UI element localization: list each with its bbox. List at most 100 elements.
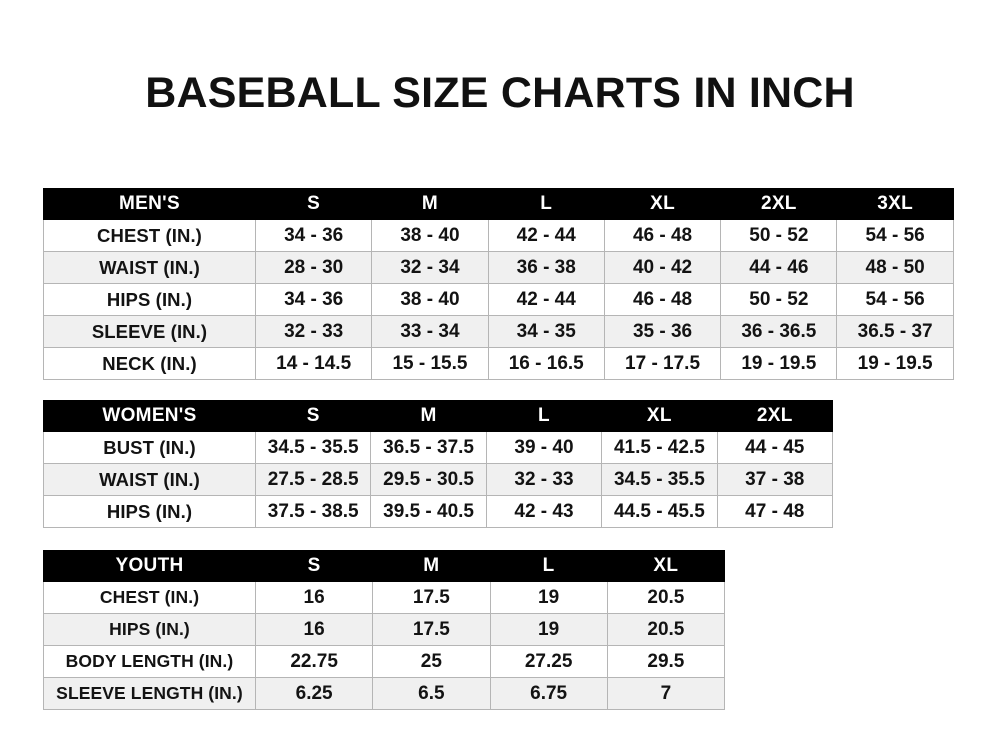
mens-size-header-2xl: 2XL: [720, 188, 838, 220]
youth-category-header: YOUTH: [43, 550, 256, 582]
mens-size-header-m: M: [371, 188, 489, 220]
youth-size-header-s: S: [254, 550, 374, 582]
youth-size-table: YOUTH S M L XL CHEST (IN.) 16 17.5 19 20.5 HIPS (I…: [43, 550, 726, 710]
table-row: CHEST (IN.) 16 17.5 19 20.5: [43, 581, 726, 614]
youth-measurement-cell: 17.5: [372, 613, 491, 646]
mens-size-header-xl: XL: [603, 188, 722, 220]
mens-measurement-cell: 34 - 36: [254, 219, 373, 252]
table-row: HIPS (IN.) 16 17.5 19 20.5: [43, 613, 726, 646]
youth-measurement-cell: 27.25: [489, 645, 608, 678]
mens-measurement-cell: 32 - 34: [371, 251, 489, 284]
womens-measurement-cell: 44 - 45: [716, 431, 833, 464]
mens-measurement-cell: 54 - 56: [836, 219, 954, 252]
womens-row-label: HIPS (IN.): [43, 495, 256, 528]
womens-measurement-cell: 32 - 33: [485, 463, 603, 496]
mens-measurement-cell: 35 - 36: [603, 315, 722, 348]
table-row: CHEST (IN.) 34 - 36 38 - 40 42 - 44 46 - 48 5…: [43, 219, 954, 252]
youth-measurement-cell: 20.5: [606, 581, 726, 614]
mens-measurement-cell: 42 - 44: [487, 219, 605, 252]
womens-measurement-cell: 27.5 - 28.5: [254, 463, 372, 496]
youth-size-header-m: M: [372, 550, 491, 582]
mens-measurement-cell: 15 - 15.5: [371, 347, 489, 380]
table-row: NECK (IN.) 14 - 14.5 15 - 15.5 16 - 16.5 17 …: [43, 347, 954, 380]
mens-measurement-cell: 16 - 16.5: [487, 347, 605, 380]
mens-measurement-cell: 34 - 35: [487, 315, 605, 348]
womens-size-header-2xl: 2XL: [716, 400, 833, 432]
womens-measurement-cell: 44.5 - 45.5: [601, 495, 718, 528]
womens-row-label: BUST (IN.): [43, 431, 256, 464]
womens-measurement-cell: 29.5 - 30.5: [370, 463, 487, 496]
mens-measurement-cell: 36 - 36.5: [720, 315, 838, 348]
womens-size-header-m: M: [370, 400, 487, 432]
womens-header-row: WOMEN'S S M L XL 2XL: [43, 400, 833, 432]
womens-size-header-s: S: [254, 400, 372, 432]
mens-measurement-cell: 14 - 14.5: [254, 347, 373, 380]
womens-row-label: WAIST (IN.): [43, 463, 256, 496]
youth-measurement-cell: 16: [254, 581, 374, 614]
mens-measurement-cell: 54 - 56: [836, 283, 954, 316]
mens-measurement-cell: 38 - 40: [371, 283, 489, 316]
womens-measurement-cell: 37.5 - 38.5: [254, 495, 372, 528]
youth-row-label: CHEST (IN.): [43, 581, 256, 614]
youth-measurement-cell: 7: [606, 677, 726, 710]
youth-measurement-cell: 22.75: [254, 645, 374, 678]
mens-measurement-cell: 42 - 44: [487, 283, 605, 316]
mens-measurement-cell: 50 - 52: [720, 219, 838, 252]
mens-measurement-cell: 32 - 33: [254, 315, 373, 348]
mens-header-row: MEN'S S M L XL 2XL 3XL: [43, 188, 954, 220]
mens-measurement-cell: 46 - 48: [603, 283, 722, 316]
youth-measurement-cell: 16: [254, 613, 374, 646]
womens-measurement-cell: 39 - 40: [485, 431, 603, 464]
youth-size-header-xl: XL: [606, 550, 726, 582]
mens-measurement-cell: 40 - 42: [603, 251, 722, 284]
youth-measurement-cell: 19: [489, 613, 608, 646]
youth-measurement-cell: 25: [372, 645, 491, 678]
womens-measurement-cell: 34.5 - 35.5: [601, 463, 718, 496]
table-row: BUST (IN.) 34.5 - 35.5 36.5 - 37.5 39 - 40 4…: [43, 431, 833, 464]
youth-measurement-cell: 6.5: [372, 677, 491, 710]
mens-measurement-cell: 46 - 48: [603, 219, 722, 252]
table-row: HIPS (IN.) 37.5 - 38.5 39.5 - 40.5 42 - 43 4…: [43, 495, 833, 528]
mens-measurement-cell: 38 - 40: [371, 219, 489, 252]
mens-measurement-cell: 33 - 34: [371, 315, 489, 348]
mens-size-header-s: S: [254, 188, 373, 220]
table-row: HIPS (IN.) 34 - 36 38 - 40 42 - 44 46 - 48 50…: [43, 283, 954, 316]
youth-row-label: BODY LENGTH (IN.): [43, 645, 256, 678]
mens-category-header: MEN'S: [43, 188, 256, 220]
mens-row-label: SLEEVE (IN.): [43, 315, 256, 348]
mens-row-label: NECK (IN.): [43, 347, 256, 380]
youth-measurement-cell: 6.75: [489, 677, 608, 710]
youth-measurement-cell: 17.5: [372, 581, 491, 614]
mens-measurement-cell: 36 - 38: [487, 251, 605, 284]
table-row: SLEEVE LENGTH (IN.) 6.25 6.5 6.75 7: [43, 677, 726, 710]
mens-measurement-cell: 19 - 19.5: [720, 347, 838, 380]
youth-row-label: HIPS (IN.): [43, 613, 256, 646]
mens-row-label: HIPS (IN.): [43, 283, 256, 316]
womens-measurement-cell: 47 - 48: [716, 495, 833, 528]
youth-row-label: SLEEVE LENGTH (IN.): [43, 677, 256, 710]
womens-size-header-l: L: [485, 400, 603, 432]
womens-measurement-cell: 39.5 - 40.5: [370, 495, 487, 528]
mens-measurement-cell: 19 - 19.5: [836, 347, 954, 380]
mens-measurement-cell: 48 - 50: [836, 251, 954, 284]
youth-measurement-cell: 29.5: [606, 645, 726, 678]
mens-measurement-cell: 28 - 30: [254, 251, 373, 284]
table-row: BODY LENGTH (IN.) 22.75 25 27.25 29.5: [43, 645, 726, 678]
mens-measurement-cell: 34 - 36: [254, 283, 373, 316]
table-row: WAIST (IN.) 27.5 - 28.5 29.5 - 30.5 32 - 33…: [43, 463, 833, 496]
womens-measurement-cell: 34.5 - 35.5: [254, 431, 372, 464]
womens-measurement-cell: 42 - 43: [485, 495, 603, 528]
youth-header-row: YOUTH S M L XL: [43, 550, 726, 582]
womens-size-table: WOMEN'S S M L XL 2XL BUST (IN.) 34.5 - 35.5 36.5…: [43, 400, 833, 528]
womens-measurement-cell: 36.5 - 37.5: [370, 431, 487, 464]
youth-measurement-cell: 6.25: [254, 677, 374, 710]
womens-measurement-cell: 37 - 38: [716, 463, 833, 496]
page-title: BASEBALL SIZE CHARTS IN INCH: [145, 69, 855, 117]
mens-measurement-cell: 44 - 46: [720, 251, 838, 284]
youth-size-header-l: L: [489, 550, 608, 582]
womens-measurement-cell: 41.5 - 42.5: [601, 431, 718, 464]
mens-size-header-l: L: [487, 188, 605, 220]
youth-measurement-cell: 20.5: [606, 613, 726, 646]
mens-measurement-cell: 36.5 - 37: [836, 315, 954, 348]
